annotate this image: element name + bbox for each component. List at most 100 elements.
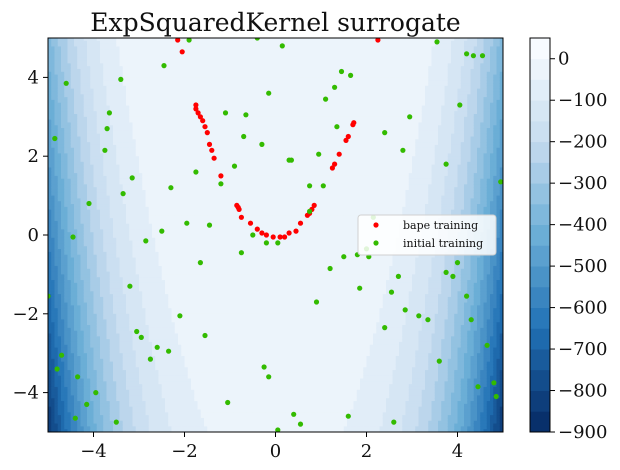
contour-cell <box>70 364 75 368</box>
contour-cell <box>64 310 69 315</box>
contour-cell <box>48 423 52 427</box>
contour-cell <box>77 299 82 304</box>
contour-cell <box>77 285 82 290</box>
contour-cell <box>51 372 56 377</box>
contour-cell <box>70 240 75 245</box>
contour-cell <box>87 420 91 425</box>
contour-cell <box>57 40 62 45</box>
contour-cell <box>70 378 75 382</box>
contour-cell <box>83 375 88 380</box>
contour-cell <box>90 204 95 208</box>
contour-cell <box>61 361 65 366</box>
contour-cell <box>90 159 95 163</box>
contour-cell <box>54 358 59 363</box>
contour-cell <box>54 392 59 397</box>
contour-cell <box>80 125 85 129</box>
contour-cell <box>74 280 78 284</box>
contour-cell <box>64 263 69 267</box>
contour-cell <box>64 403 69 408</box>
contour-cell <box>83 201 88 205</box>
contour-cell <box>83 243 88 247</box>
contour-cell <box>67 153 72 157</box>
contour-cell <box>83 350 88 354</box>
contour-cell <box>57 102 62 107</box>
contour-cell <box>64 277 69 281</box>
contour-cell <box>83 204 88 208</box>
contour-cell <box>74 254 78 259</box>
contour-cell <box>48 83 52 87</box>
contour-cell <box>48 68 52 73</box>
contour-cell <box>48 66 52 70</box>
contour-cell <box>61 66 65 70</box>
contour-cell <box>80 94 85 98</box>
contour-cell <box>57 243 62 247</box>
contour-cell <box>67 417 72 422</box>
contour-cell <box>80 423 85 427</box>
contour-cell <box>93 77 98 81</box>
contour-cell <box>87 54 91 59</box>
contour-cell <box>67 85 72 90</box>
contour-cell <box>64 347 69 351</box>
contour-cell <box>67 159 72 163</box>
contour-cell <box>90 406 95 411</box>
contour-cell <box>51 282 56 287</box>
contour-cell <box>93 111 98 115</box>
contour-cell <box>67 232 72 236</box>
contour-cell <box>48 63 52 67</box>
contour-cell <box>80 398 85 402</box>
contour-cell <box>67 97 72 101</box>
contour-cell <box>51 336 56 340</box>
contour-cell <box>64 237 69 242</box>
contour-cell <box>74 260 78 264</box>
contour-cell <box>70 105 75 109</box>
contour-cell <box>64 417 69 422</box>
contour-cell <box>77 395 82 399</box>
contour-cell <box>67 347 72 351</box>
contour-cell <box>61 91 65 95</box>
contour-cell <box>67 94 72 98</box>
contour-cell <box>70 302 75 306</box>
contour-cell <box>70 246 75 250</box>
contour-cell <box>54 280 59 284</box>
contour-cell <box>74 313 78 318</box>
contour-cell <box>70 128 75 132</box>
contour-cell <box>87 254 91 259</box>
contour-cell <box>77 173 82 177</box>
contour-cell <box>74 282 78 287</box>
contour-cell <box>61 102 65 107</box>
contour-cell <box>57 63 62 67</box>
contour-cell <box>87 356 91 360</box>
contour-cell <box>48 232 52 236</box>
contour-cell <box>83 77 88 81</box>
contour-cell <box>77 215 82 219</box>
contour-cell <box>64 94 69 98</box>
contour-cell <box>74 243 78 247</box>
contour-cell <box>70 119 75 124</box>
contour-cell <box>57 136 62 140</box>
contour-cell <box>61 142 65 146</box>
contour-cell <box>87 159 91 163</box>
contour-cell <box>83 288 88 292</box>
contour-cell <box>80 310 85 315</box>
contour-cell <box>90 91 95 95</box>
contour-cell <box>54 417 59 422</box>
contour-cell <box>83 406 88 411</box>
contour-cell <box>67 378 72 382</box>
contour-cell <box>87 310 91 315</box>
contour-cell <box>87 181 91 185</box>
contour-cell <box>54 220 59 225</box>
contour-cell <box>90 43 95 48</box>
contour-cell <box>51 398 56 402</box>
contour-cell <box>77 401 82 405</box>
contour-cell <box>70 170 75 174</box>
contour-cell <box>57 406 62 411</box>
contour-cell <box>77 178 82 183</box>
contour-cell <box>70 156 75 160</box>
contour-cell <box>83 251 88 256</box>
contour-cell <box>80 40 85 45</box>
contour-cell <box>83 296 88 301</box>
contour-cell <box>61 97 65 101</box>
contour-cell <box>77 265 82 270</box>
contour-cell <box>54 60 59 64</box>
contour-cell <box>74 161 78 166</box>
